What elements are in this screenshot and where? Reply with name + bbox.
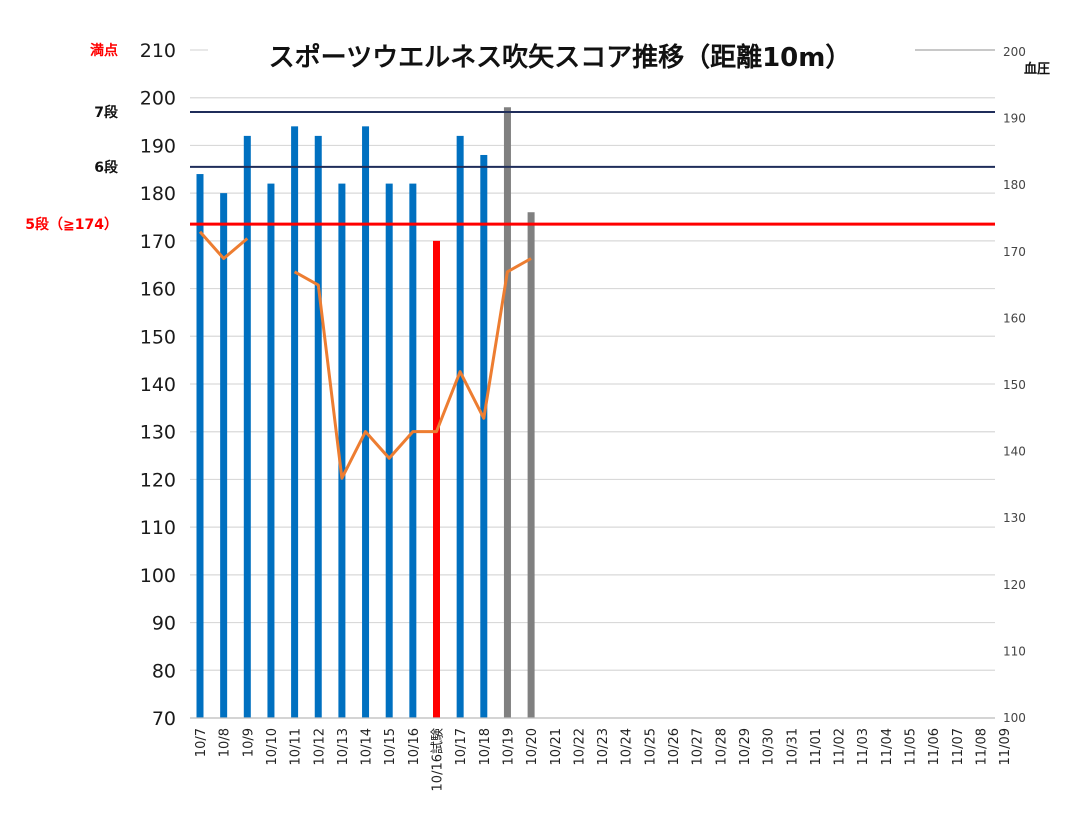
y2-tick-label: 180 [1003,178,1026,192]
ref-label-2: 5段（≧174） [25,216,118,233]
y-tick-label: 180 [140,183,176,205]
x-tick-label: 10/27 [691,728,706,765]
top-tick-note: 満点 [90,42,118,59]
y2-tick-label: 100 [1003,711,1026,725]
bar-10/14 [362,126,370,719]
x-tick-label: 10/18 [478,728,493,765]
y-tick-label: 190 [140,135,176,157]
x-tick-label: 11/01 [809,728,824,765]
x-tick-label: 11/05 [904,728,919,765]
ref-label-1: 6段 [94,159,118,176]
x-tick-label: 10/9 [241,728,256,757]
x-tick-label: 10/19 [501,728,516,765]
bar-10/19 [503,107,511,718]
bp-segment-1 [293,257,532,480]
x-tick-label: 10/13 [336,728,351,765]
bar-10/8 [220,193,228,719]
reference-lines: 7段 6段 5段（≧174） [25,104,995,233]
y2-tick-label: 150 [1003,378,1026,392]
bp-segment-0 [198,230,249,260]
y2-tick-label: 170 [1003,245,1026,259]
y2-tick-label: 140 [1003,445,1026,459]
x-tick-label: 10/23 [596,728,611,765]
bar-10/20 [527,212,535,718]
bar-10/18 [480,154,488,718]
x-tick-label: 11/08 [974,728,989,765]
y-tick-label: 160 [140,279,176,301]
x-tick-label: 10/8 [218,728,233,757]
y-tick-label: 80 [152,660,176,682]
y-tick-label: 70 [152,708,176,730]
ref-label-0: 7段 [94,104,118,121]
axes: 70 80 90 100 110 120 130 140 150 160 170 180 190 200 2… [90,40,1050,791]
x-tick-label: 10/7 [194,728,209,757]
y2-tick-label: 120 [1003,578,1026,592]
bar-10/7 [196,174,204,719]
x-tick-label: 10/10 [265,728,280,765]
x-tick-label: 10/16 [407,728,422,765]
y-tick-label: 140 [140,374,176,396]
x-tick-label: 11/09 [998,728,1013,765]
y2-tick-label: 110 [1003,644,1026,658]
bar-10/16試験 [433,240,440,718]
x-tick-label: 10/12 [312,728,327,765]
y2-tick-label: 160 [1003,311,1026,325]
y-tick-label: 170 [140,231,176,253]
x-tick-label: 10/25 [643,728,658,765]
y-tick-label: 120 [140,469,176,491]
y2-axis-label: 血圧 [1024,61,1050,77]
bar-10/9 [243,135,251,718]
bar-10/11 [291,126,299,719]
x-tick-label: 11/04 [880,728,895,765]
x-tick-label: 11/07 [951,728,966,765]
x-tick-label: 10/20 [525,728,540,765]
x-tick-label: 10/14 [360,728,375,765]
chart-title: スポーツウエルネス吹矢スコア推移（距離10m） [269,42,852,73]
x-tick-label: 10/31 [785,728,800,765]
x-tick-label: 10/15 [383,728,398,765]
bar-10/17 [456,135,464,718]
y2-tick-label: 190 [1003,112,1026,126]
y2-tick-label: 200 [1003,45,1026,59]
y2-tick-label: 130 [1003,511,1026,525]
y-tick-label: 100 [140,565,176,587]
x-tick-label: 10/16試験 [430,728,446,791]
bars [196,107,535,719]
x-tick-label: 10/21 [549,728,564,765]
x-tick-label: 11/06 [927,728,942,765]
x-tick-label: 10/11 [289,728,304,765]
y-tick-label: 200 [140,88,176,110]
bar-10/13 [338,183,346,719]
x-tick-label: 10/26 [667,728,682,765]
bar-10/10 [267,183,275,719]
x-tick-label: 11/02 [833,728,848,765]
gridlines [190,49,995,719]
bar-10/15 [385,183,393,719]
blood-pressure-line [198,230,532,480]
x-tick-label: 10/24 [620,728,635,765]
x-tick-label: 10/28 [714,728,729,765]
x-tick-label: 10/22 [572,728,587,765]
y-tick-label: 150 [140,326,176,348]
x-tick-label: 10/17 [454,728,469,765]
y-tick-label: 90 [152,613,176,635]
x-tick-label: 11/03 [856,728,871,765]
y-tick-label: 210 [140,40,176,62]
x-tick-label: 10/30 [762,728,777,765]
x-tick-label: 10/29 [738,728,753,765]
bar-10/12 [314,135,322,718]
y-tick-label: 130 [140,422,176,444]
bar-10/16 [409,183,417,719]
y-tick-label: 110 [140,517,176,539]
